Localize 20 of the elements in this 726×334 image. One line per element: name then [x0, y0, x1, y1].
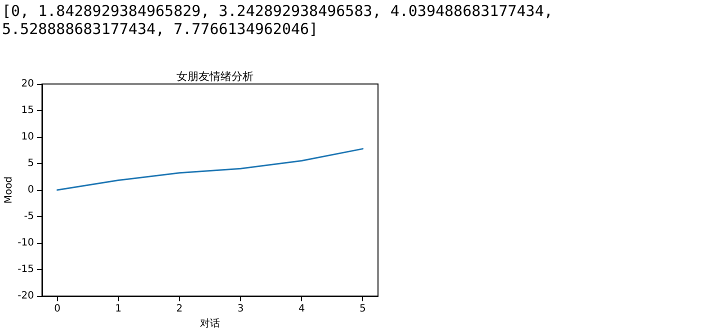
x-tick-label: 4 — [298, 304, 305, 315]
x-tick-label: 2 — [176, 304, 183, 315]
y-tick-label: 10 — [21, 132, 34, 143]
chart-title: 女朋友情绪分析 — [176, 70, 254, 83]
x-axis-title: 对话 — [200, 318, 220, 330]
y-tick-label: 0 — [28, 184, 34, 196]
y-tick-label: -20 — [18, 290, 34, 302]
x-tick-label: 1 — [115, 304, 122, 315]
y-tick-label: -5 — [24, 211, 34, 222]
x-tick-label: 5 — [360, 304, 366, 315]
text: [0, 1.8428929384965829, 3.242892938496583, 4.039488683177434, 5.528888683177434, 7.7766134962046] — [2, 2, 554, 38]
y-tick-label: 5 — [28, 158, 34, 170]
y-tick-label: 20 — [21, 78, 34, 90]
y-axis-title: Mood — [3, 176, 14, 204]
y-tick-label: -10 — [18, 238, 34, 249]
x-tick-label: 3 — [237, 304, 244, 315]
line-series — [56, 148, 364, 191]
y-tick-label: 15 — [21, 105, 34, 116]
y-tick-label: -15 — [18, 264, 34, 276]
x-tick-label: 0 — [54, 304, 60, 315]
